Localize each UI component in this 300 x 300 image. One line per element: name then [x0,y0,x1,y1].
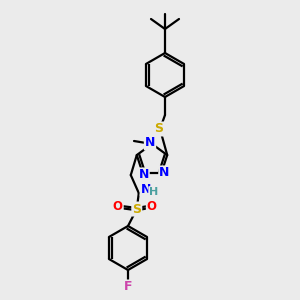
Text: H: H [149,187,158,197]
Text: S: S [132,202,141,216]
Text: N: N [138,168,149,182]
Text: S: S [154,122,164,136]
Text: O: O [113,200,123,213]
Text: F: F [124,280,132,293]
Text: N: N [159,167,170,179]
Text: O: O [147,200,157,213]
Text: N: N [145,136,155,149]
Text: N: N [141,183,151,196]
